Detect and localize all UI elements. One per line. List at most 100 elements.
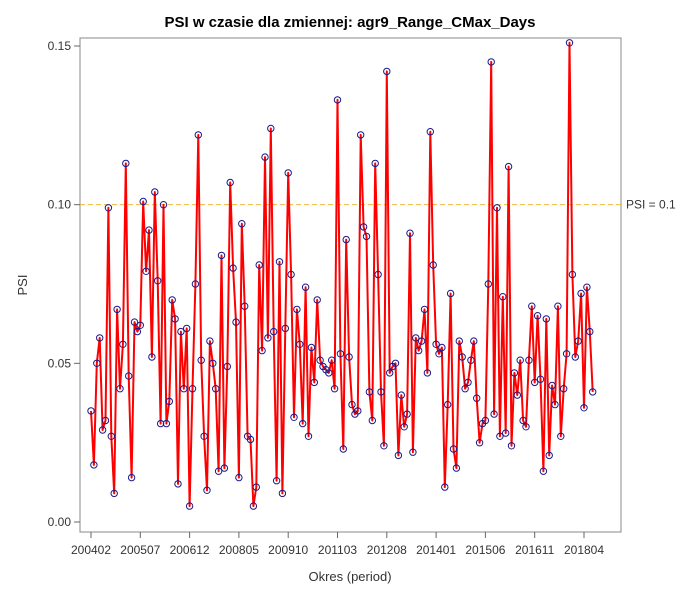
data-point xyxy=(560,385,568,393)
data-point xyxy=(98,426,107,434)
data-point xyxy=(577,289,585,298)
x-tick-label: 201103 xyxy=(318,543,357,557)
data-point xyxy=(330,385,339,393)
data-point xyxy=(116,385,124,393)
data-point xyxy=(333,96,342,104)
data-point xyxy=(125,372,133,380)
data-point xyxy=(586,327,594,336)
data-point xyxy=(444,400,452,409)
data-point xyxy=(284,169,292,177)
data-point xyxy=(435,350,443,358)
data-point xyxy=(499,293,507,301)
data-point xyxy=(554,302,562,310)
data-point xyxy=(484,280,492,288)
data-point xyxy=(519,416,527,425)
data-point xyxy=(589,388,597,396)
chart-title: PSI w czasie dla zmiennej: agr9_Range_CM… xyxy=(165,14,536,31)
data-point xyxy=(507,442,516,450)
x-tick-label: 200612 xyxy=(170,543,210,557)
data-point xyxy=(122,159,130,168)
data-point xyxy=(525,356,533,364)
data-point xyxy=(415,346,423,355)
data-point xyxy=(461,385,469,393)
data-point xyxy=(272,477,281,485)
data-point xyxy=(458,353,466,361)
data-point xyxy=(316,356,324,364)
data-point xyxy=(104,204,113,212)
data-point xyxy=(281,324,289,333)
data-point xyxy=(354,407,362,415)
data-point xyxy=(165,397,174,406)
data-point xyxy=(107,432,116,440)
data-point xyxy=(403,410,411,418)
data-point xyxy=(516,356,524,364)
data-point xyxy=(241,302,249,310)
data-point xyxy=(258,346,266,355)
data-point xyxy=(293,305,301,314)
data-point xyxy=(287,270,295,279)
data-point xyxy=(551,400,559,409)
y-tick-label: 0.10 xyxy=(48,198,72,212)
x-tick-label: 201804 xyxy=(564,543,604,557)
y-tick-label: 0.05 xyxy=(48,356,72,370)
data-point xyxy=(452,464,461,472)
data-point xyxy=(307,343,316,352)
data-point xyxy=(531,378,539,387)
data-point xyxy=(380,442,388,450)
data-point xyxy=(183,324,191,333)
data-point xyxy=(223,362,232,371)
data-point xyxy=(235,473,243,482)
data-point xyxy=(400,423,408,431)
data-point xyxy=(249,502,258,510)
data-point xyxy=(510,369,519,377)
data-point xyxy=(130,318,139,326)
data-point xyxy=(539,467,548,475)
data-point xyxy=(171,315,179,323)
data-point xyxy=(139,197,147,206)
data-point xyxy=(359,223,368,231)
data-point xyxy=(119,340,127,348)
x-tick-label: 201401 xyxy=(416,543,456,557)
data-point xyxy=(470,337,478,345)
data-point xyxy=(455,337,463,345)
data-point xyxy=(417,337,426,345)
data-point xyxy=(194,131,203,139)
data-point xyxy=(429,261,437,269)
data-point xyxy=(214,467,223,475)
data-point xyxy=(377,388,385,396)
data-point xyxy=(197,356,205,364)
data-point xyxy=(368,416,376,425)
data-point xyxy=(490,410,498,418)
data-point xyxy=(203,486,211,494)
data-point xyxy=(409,448,417,456)
data-point xyxy=(87,407,95,415)
data-point xyxy=(502,429,510,437)
data-point xyxy=(220,464,229,472)
x-tick-label: 201611 xyxy=(515,543,554,557)
data-point xyxy=(345,353,353,361)
data-point xyxy=(177,327,185,336)
data-point xyxy=(481,416,490,425)
data-point xyxy=(374,270,382,279)
data-point xyxy=(188,385,197,393)
data-point xyxy=(325,369,333,377)
x-axis-label: Okres (period) xyxy=(308,569,391,584)
data-point xyxy=(473,394,481,402)
data-point xyxy=(528,302,536,310)
data-point xyxy=(522,423,530,431)
data-point xyxy=(412,334,420,342)
data-point xyxy=(339,445,347,453)
data-point xyxy=(328,356,336,364)
data-point xyxy=(142,267,150,275)
data-point xyxy=(394,451,403,460)
data-point xyxy=(113,305,121,314)
data-point xyxy=(446,289,455,298)
data-point xyxy=(296,340,304,348)
data-point xyxy=(162,419,171,428)
data-point xyxy=(383,67,391,76)
data-point xyxy=(96,334,104,342)
data-point xyxy=(467,356,475,364)
data-point xyxy=(229,264,237,272)
